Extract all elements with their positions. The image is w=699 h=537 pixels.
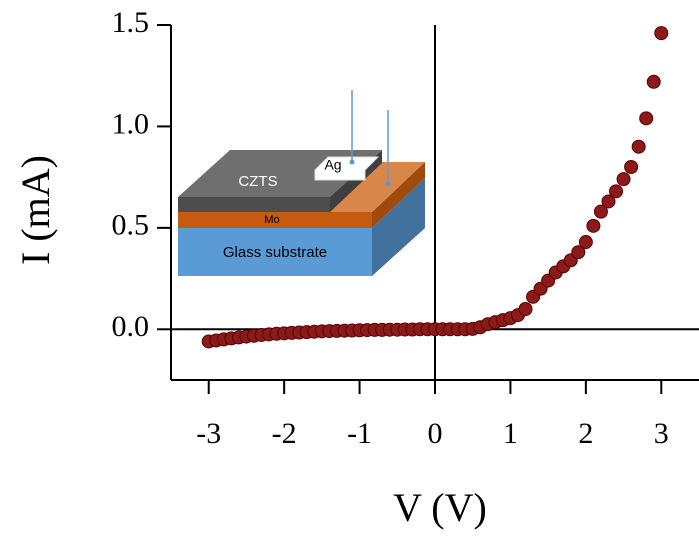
y-tick-label: 1.5 [112, 6, 150, 39]
czts-front [178, 197, 330, 212]
data-point [639, 111, 654, 126]
inset-label: Mo [264, 214, 279, 226]
mo-front [178, 212, 372, 228]
data-point [578, 235, 593, 250]
data-point [518, 302, 533, 316]
mo-side [372, 162, 425, 228]
x-tick-label: -1 [347, 417, 372, 450]
data-point [631, 139, 646, 154]
data-point [571, 245, 586, 260]
data-point [586, 218, 601, 233]
data-point [654, 26, 669, 41]
x-tick-label: 0 [428, 417, 443, 450]
data-point [646, 74, 661, 89]
inset-label: Ag [324, 157, 341, 173]
x-tick-label: -3 [196, 417, 221, 450]
probe-tip [385, 181, 391, 187]
glass-front [178, 228, 372, 276]
inset-diagram: CZTS Ag Mo Glass substrate [178, 90, 425, 276]
data-point [624, 160, 639, 174]
x-axis-label: V (V) [393, 485, 487, 530]
data-point [609, 184, 624, 199]
probe-tip [349, 159, 355, 165]
x-tick-label: 1 [503, 417, 518, 450]
y-axis-label: I (mA) [13, 155, 58, 265]
ag-contact [314, 156, 380, 181]
inset-label: Glass substrate [223, 244, 327, 261]
data-point [593, 204, 608, 219]
y-tick-label: 0.5 [112, 209, 150, 242]
data-point [616, 172, 631, 187]
data-point [601, 194, 616, 209]
inset-label: CZTS [238, 173, 277, 190]
glass-side [372, 178, 425, 276]
y-tick-label: 0.0 [112, 310, 150, 343]
x-tick-label: -2 [272, 417, 297, 450]
y-tick-label: 1.0 [112, 107, 150, 140]
x-tick-label: 3 [654, 417, 669, 450]
x-tick-label: 2 [578, 417, 593, 450]
